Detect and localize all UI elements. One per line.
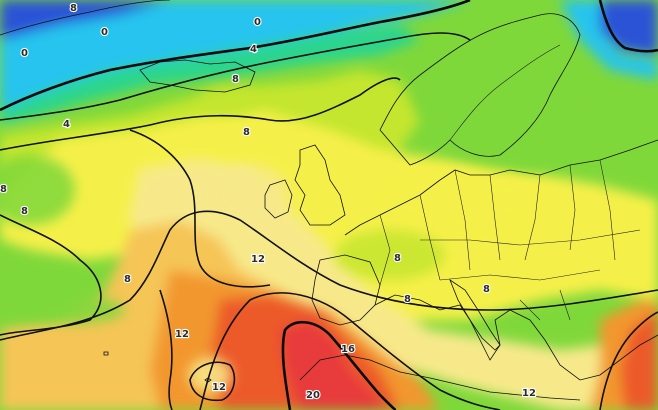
label-12-south: 12 bbox=[212, 382, 226, 393]
mottling bbox=[0, 55, 610, 393]
deep-cold-band bbox=[0, 0, 170, 40]
red-core bbox=[280, 320, 380, 410]
contour-16 bbox=[199, 292, 501, 410]
cold-ne bbox=[560, 0, 658, 80]
label-0-top: 0 bbox=[101, 27, 108, 38]
coast-azores bbox=[204, 377, 212, 383]
coastlines bbox=[0, 0, 658, 401]
blob-green-mid bbox=[15, 296, 125, 324]
label-8-balkans: 8 bbox=[483, 284, 490, 295]
coast-africa bbox=[299, 354, 581, 401]
coast-britain bbox=[294, 144, 346, 226]
label-8-topleft: 8 bbox=[70, 3, 77, 14]
contour-12-inner bbox=[159, 289, 173, 410]
label-8-faroe: 8 bbox=[243, 127, 250, 138]
contour-0 bbox=[0, 0, 471, 112]
yellow-band bbox=[0, 110, 658, 320]
contour-labels: 8 0 0 0 4 8 4 8 8 8 8 12 12 12 16 20 8 8… bbox=[0, 2, 537, 402]
coast-europe bbox=[344, 139, 658, 236]
coast-iberia bbox=[311, 254, 381, 326]
contour-20 bbox=[281, 321, 397, 410]
blob-yellow-de bbox=[390, 170, 530, 230]
label-8-iceland: 8 bbox=[232, 74, 239, 85]
coast-iceland bbox=[139, 59, 256, 93]
coast-mediterranean bbox=[374, 294, 658, 381]
blob-green-w bbox=[0, 155, 75, 225]
label-12-biscay: 12 bbox=[251, 254, 265, 265]
contour-4 bbox=[0, 32, 471, 121]
blob-lime-fr bbox=[335, 230, 445, 280]
borders bbox=[379, 159, 641, 321]
blob-green-iceland bbox=[200, 85, 260, 115]
contour-12 bbox=[0, 210, 658, 341]
label-8-midatl: 8 bbox=[124, 274, 131, 285]
coast-greenland bbox=[0, 0, 171, 36]
label-0-arctic: 0 bbox=[254, 17, 261, 28]
blob-pale-biscay bbox=[210, 165, 290, 225]
label-4-greenland: 4 bbox=[250, 44, 257, 55]
label-0-left: 0 bbox=[21, 48, 28, 59]
label-4-west: 4 bbox=[63, 119, 70, 130]
coast-italy bbox=[449, 278, 501, 351]
contour-0-ne bbox=[598, 0, 658, 53]
deep-cold-ne bbox=[600, 0, 658, 55]
coast-sweden bbox=[449, 44, 561, 141]
label-8-atlantic-west: 8 bbox=[0, 184, 7, 195]
contour-8-mid bbox=[129, 129, 271, 288]
contour-12-azores bbox=[189, 361, 236, 402]
contour-16-east bbox=[599, 311, 658, 410]
label-8-edge: 8 bbox=[21, 206, 28, 217]
contour-8-atlantic bbox=[0, 214, 102, 336]
coast-canaries bbox=[103, 351, 109, 356]
blob-lime-n bbox=[420, 55, 520, 135]
coast-ireland bbox=[264, 179, 293, 219]
label-8-med: 8 bbox=[404, 294, 411, 305]
label-12-greece: 12 bbox=[522, 388, 536, 399]
cold-band bbox=[0, 0, 560, 110]
coast-norway bbox=[379, 13, 581, 166]
label-12-azores: 12 bbox=[175, 329, 189, 340]
contour-8-north bbox=[0, 77, 401, 151]
label-16-iberia: 16 bbox=[341, 344, 355, 355]
label-20-morocco: 20 bbox=[306, 390, 320, 401]
label-8-alps: 8 bbox=[394, 253, 401, 264]
